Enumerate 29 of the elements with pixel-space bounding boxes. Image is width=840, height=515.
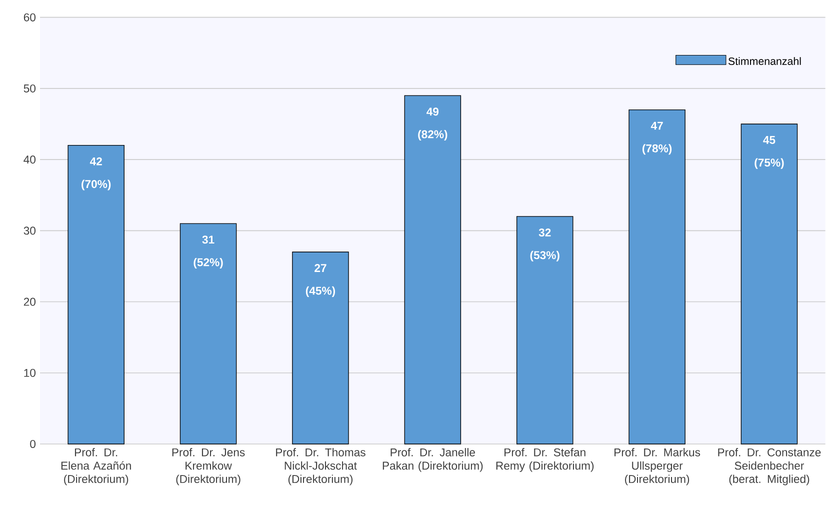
legend-label: Stimmenanzahl <box>728 57 801 65</box>
y-tick-label: 30 <box>24 226 36 235</box>
bar <box>628 109 686 444</box>
bar <box>68 145 124 444</box>
text: 32 (53%) <box>530 228 560 262</box>
text: 31 (52%) <box>194 236 223 269</box>
y-tick-label: 0 <box>30 440 36 448</box>
x-tick-label: Prof. Dr. Markus Ullsperger (Direktorium) <box>614 448 700 486</box>
text: 27 (45%) <box>306 264 336 297</box>
x-tick-label: Prof. Dr. Elena Azañón (Direktorium) <box>61 448 131 486</box>
y-tick-label: 40 <box>24 156 36 164</box>
bar <box>404 95 462 444</box>
text: 42 (70%) <box>82 157 111 190</box>
x-tick-label: Prof. Dr. Jens Kremkow (Direktorium) <box>172 448 245 486</box>
bar <box>516 216 574 444</box>
bar <box>740 124 798 444</box>
x-tick-label: Prof. Dr. Stefan Remy (Direktorium) <box>496 448 594 472</box>
y-tick-label: 20 <box>24 298 36 306</box>
x-tick-label: Prof. Dr. Thomas Nickl-Jokschat (Direktorium) <box>276 448 366 486</box>
text: 45 (75%) <box>754 136 784 169</box>
text: 47 (78%) <box>642 122 672 155</box>
y-tick-label: 10 <box>24 368 36 377</box>
bar <box>292 252 349 444</box>
bar <box>180 223 237 444</box>
x-tick-label: Prof. Dr. Janelle Pakan (Direktorium) <box>382 448 483 472</box>
y-tick-label: 60 <box>24 13 36 22</box>
text: 49 (82%) <box>418 108 448 141</box>
x-tick-label: Prof. Dr. Constanze Seidenbecher (berat. Mitglied) <box>718 448 821 486</box>
y-tick-label: 50 <box>24 84 36 92</box>
